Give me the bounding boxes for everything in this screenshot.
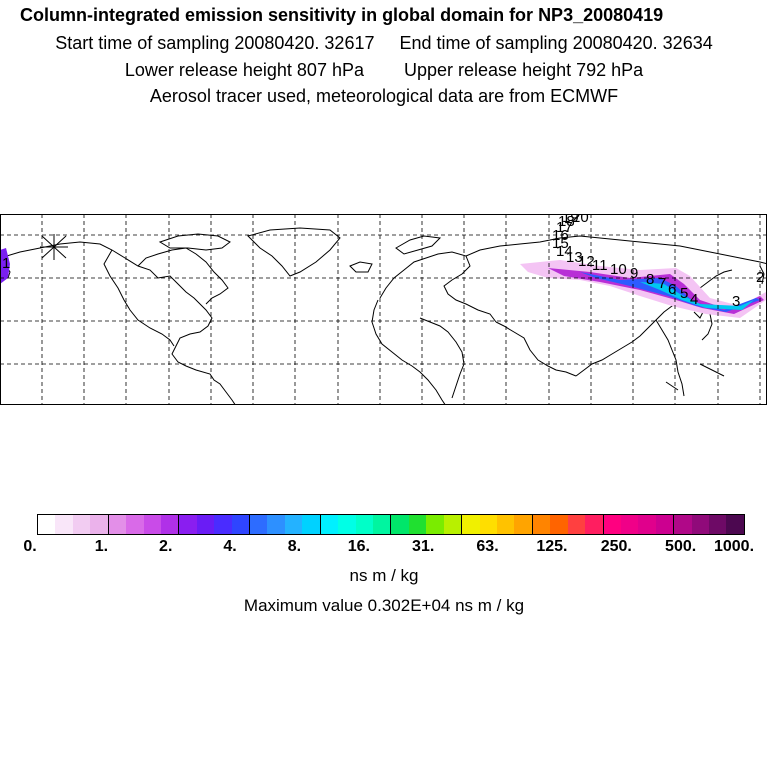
colorbar-cell	[638, 515, 656, 534]
track-label-18: 18	[558, 214, 575, 230]
colorbar-cell	[231, 515, 251, 534]
colorbar-cell	[196, 515, 215, 534]
map-title: Column-integrated emission sensitivity i…	[20, 5, 664, 25]
colorbar-tick-label: 1.	[94, 538, 109, 555]
colorbar-cell	[179, 515, 197, 534]
plume-left-edge	[0, 248, 10, 284]
track-label-4: 4	[690, 291, 698, 308]
start-time-label: Start time of sampling 20080420. 32617	[55, 33, 375, 53]
track-label-16: 16	[552, 227, 569, 244]
track-label-12: 12	[578, 253, 595, 270]
track-label-8: 8	[646, 271, 654, 288]
colorbar-cell	[126, 515, 144, 534]
track-label-20: 20	[572, 214, 589, 226]
colorbar-cell	[709, 515, 727, 534]
colorbar-cell	[691, 515, 710, 534]
track-label-10: 10	[610, 261, 627, 278]
colorbar-cell	[603, 515, 621, 534]
track-label-3: 3	[732, 293, 740, 310]
colorbar-cell	[620, 515, 639, 534]
track-label-7: 7	[658, 275, 666, 292]
colorbar-cell	[284, 515, 303, 534]
colorbar-cell	[250, 515, 268, 534]
colorbar-cell	[338, 515, 356, 534]
maximum-value: Maximum value 0.302E+04 ns m / kg	[243, 596, 525, 615]
colorbar-tick-label: 125.	[536, 538, 568, 555]
colorbar-tick-label: 16.	[347, 538, 370, 555]
colorbar-cell	[90, 515, 109, 534]
colorbar-tick-label: 2.	[159, 538, 173, 555]
colorbar-tick-label: 63.	[476, 538, 499, 555]
colorbar-cell	[514, 515, 533, 534]
colorbar-cell	[408, 515, 427, 534]
track-label-9: 9	[630, 265, 638, 282]
lower-release-label: Lower release height 807 hPa	[124, 60, 364, 80]
colorbar-cell	[532, 515, 551, 534]
colorbar-cell	[655, 515, 675, 534]
colorbar-cell	[726, 515, 744, 534]
colorbar-cell	[479, 515, 497, 534]
release-heights: Lower release height 807 hPa Upper relea…	[0, 60, 768, 81]
colorbar-cell	[214, 515, 232, 534]
colorbar-cell	[373, 515, 392, 534]
map-frame	[0, 214, 767, 405]
track-label-1: 1	[2, 255, 10, 272]
colorbar-cell	[426, 515, 444, 534]
colorbar-cell	[302, 515, 321, 534]
colorbar-cell	[585, 515, 604, 534]
coastlines	[0, 227, 767, 405]
graticule	[0, 214, 767, 405]
track-label-14: 14	[556, 243, 573, 260]
colorbar-cell	[108, 515, 127, 534]
track-label-13: 13	[566, 249, 583, 266]
world-map: 1 2 3 4 5 6 7 8 9 10 11 12 13 14 15 16 1…	[0, 214, 767, 405]
colorbar-cell	[320, 515, 339, 534]
colorbar-cell	[55, 515, 73, 534]
track-label-19: 19	[562, 214, 579, 226]
colorbar-cell	[38, 515, 56, 534]
colorbar-cell	[267, 515, 285, 534]
colorbar-cell	[391, 515, 409, 534]
track-label-6: 6	[668, 281, 676, 298]
colorbar-cell	[496, 515, 515, 534]
colorbar-cell	[567, 515, 586, 534]
trajectory-labels: 1 2 3 4 5 6 7 8 9 10 11 12 13 14 15 16 1…	[2, 214, 764, 310]
colorbar-tick-label: 1000.	[713, 538, 755, 555]
emission-plume	[0, 248, 766, 318]
colorbar-cell	[143, 515, 161, 534]
colorbar-tick-label: 8.	[287, 538, 302, 555]
track-label-17: 17	[556, 219, 573, 236]
colorbar-cell	[443, 515, 463, 534]
plume-core	[640, 282, 754, 310]
colorbar-tick-label: 500.	[665, 538, 697, 555]
colorbar-cell	[160, 515, 180, 534]
colorbar-cell	[72, 515, 91, 534]
track-label-2: 2	[756, 269, 764, 286]
colorbar-cell	[550, 515, 568, 534]
release-site-marker	[40, 234, 68, 260]
colorbar-cell	[355, 515, 374, 534]
tracer-info: Aerosol tracer used, meteorological data…	[149, 86, 619, 106]
sampling-times: Start time of sampling 20080420. 32617 E…	[0, 33, 768, 54]
track-label-11: 11	[592, 257, 608, 274]
colorbar-cell	[462, 515, 480, 534]
colorbar-tick-label: 31.	[412, 538, 435, 555]
colorbar-cell	[674, 515, 692, 534]
track-label-15: 15	[552, 235, 569, 252]
colorbar-tick-label: 0.	[23, 538, 37, 555]
upper-release-label: Upper release height 792 hPa	[404, 60, 644, 80]
track-label-5: 5	[680, 285, 688, 302]
colorbar-unit: ns m / kg	[349, 566, 419, 585]
end-time-label: End time of sampling 20080420. 32634	[399, 33, 713, 53]
colorbar-tick-label: 4.	[223, 538, 237, 555]
colorbar	[37, 514, 745, 535]
colorbar-tick-label: 250.	[600, 538, 632, 555]
